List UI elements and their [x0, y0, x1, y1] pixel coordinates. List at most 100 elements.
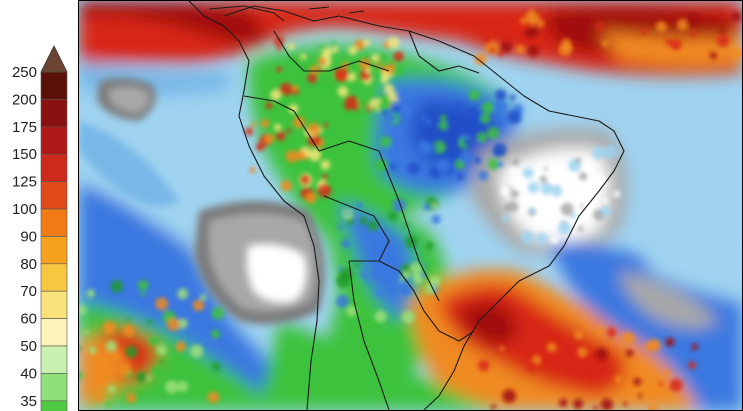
legend-bin — [40, 400, 68, 411]
rain-speckle — [140, 291, 146, 297]
rain-speckle — [592, 174, 607, 189]
rain-speckle — [425, 283, 437, 295]
rain-speckle — [515, 44, 526, 54]
rain-speckle — [346, 305, 358, 317]
rain-speckle — [345, 210, 350, 216]
legend-bin — [40, 345, 68, 374]
rain-speckle — [380, 231, 387, 237]
rain-speckle — [407, 162, 420, 175]
rain-speckle — [374, 158, 388, 172]
rain-speckle — [385, 267, 396, 278]
rain-speckle — [633, 377, 642, 386]
rain-speckle — [385, 113, 396, 124]
rain-speckle — [603, 145, 618, 159]
rain-speckle — [600, 398, 613, 410]
rain-speckle — [177, 381, 189, 392]
pacific-mid-band — [79, 121, 179, 207]
rain-speckle — [156, 344, 168, 356]
rain-speckle — [319, 44, 326, 51]
rain-speckle — [175, 341, 186, 352]
rain-speckle — [420, 272, 426, 278]
rain-speckle — [211, 329, 221, 339]
rain-speckle — [320, 159, 331, 170]
rain-speckle — [352, 68, 358, 74]
rain-speckle — [647, 404, 658, 410]
rain-speckle — [277, 46, 282, 51]
rain-speckle — [528, 26, 540, 37]
rain-speckle — [380, 76, 389, 84]
map-canvas — [79, 1, 742, 410]
rain-speckle — [300, 53, 307, 60]
rain-speckle — [307, 73, 318, 84]
rain-speckle — [347, 218, 354, 225]
rain-speckle — [546, 342, 557, 353]
rain-speckle — [493, 99, 507, 112]
rain-speckle — [447, 121, 456, 130]
legend-tick-label: 175 — [12, 119, 37, 136]
rain-speckle — [487, 127, 500, 139]
rain-speckle — [292, 85, 299, 92]
rain-speckle — [250, 122, 256, 128]
rain-speckle — [433, 145, 438, 150]
rain-speckle — [112, 352, 121, 361]
rain-speckle — [332, 46, 339, 53]
rain-speckle — [359, 217, 368, 225]
rain-speckle — [658, 381, 663, 386]
rain-speckle — [536, 232, 548, 245]
rain-speckle — [356, 202, 363, 208]
rain-speckle — [304, 130, 310, 136]
rain-speckle — [419, 141, 433, 155]
galapagos-light — [109, 86, 150, 113]
rain-speckle — [440, 114, 447, 122]
rain-speckle — [296, 150, 306, 161]
rain-speckle — [499, 345, 505, 351]
rain-speckle — [402, 270, 411, 279]
rain-speckle — [97, 372, 105, 380]
rain-speckle — [640, 29, 647, 36]
rain-speckle — [264, 133, 275, 144]
rain-speckle — [106, 401, 112, 407]
rain-speckle — [500, 41, 513, 54]
rain-speckle — [399, 283, 413, 297]
rain-speckle — [375, 289, 383, 298]
rain-speckle — [600, 205, 612, 217]
rain-speckle — [685, 13, 699, 28]
rain-speckle — [280, 180, 292, 192]
argentina-border — [348, 260, 390, 410]
rain-speckle — [323, 123, 328, 128]
rain-speckle — [431, 214, 441, 224]
colombia-venezuela-border — [273, 30, 390, 72]
rain-speckle — [372, 268, 385, 281]
rain-speckle — [621, 332, 635, 345]
legend-bin — [40, 181, 68, 210]
rain-speckle — [176, 318, 188, 329]
rain-speckle — [265, 102, 273, 109]
legend-bin — [40, 153, 68, 182]
peru-ecuador-border — [243, 95, 320, 152]
rain-speckle — [152, 365, 165, 378]
legend-tick-label: 40 — [20, 365, 37, 382]
rain-speckle — [572, 398, 584, 410]
rain-speckle — [536, 19, 545, 28]
rain-speckle — [522, 167, 534, 179]
rain-speckle — [378, 238, 390, 251]
rain-speckle — [422, 263, 427, 268]
legend-bin — [40, 373, 68, 402]
legend-tick-label: 125 — [12, 174, 37, 191]
pacific-dry-white — [247, 244, 307, 303]
rain-speckle — [578, 172, 588, 181]
rain-speckle — [431, 202, 437, 209]
rain-speckle — [488, 158, 500, 170]
cuba-outline — [208, 5, 285, 22]
rain-speckle — [375, 61, 381, 68]
rain-speckle — [577, 225, 584, 232]
rain-speckle — [306, 122, 320, 136]
rain-speckle — [456, 102, 462, 109]
legend-tick-label: 70 — [20, 283, 37, 300]
legend-tick-label: 90 — [20, 228, 37, 245]
rain-speckle — [270, 89, 282, 101]
rain-speckle — [279, 82, 293, 96]
rain-speckle — [672, 44, 679, 50]
rain-speckle — [192, 299, 205, 312]
rain-speckle — [691, 343, 698, 351]
